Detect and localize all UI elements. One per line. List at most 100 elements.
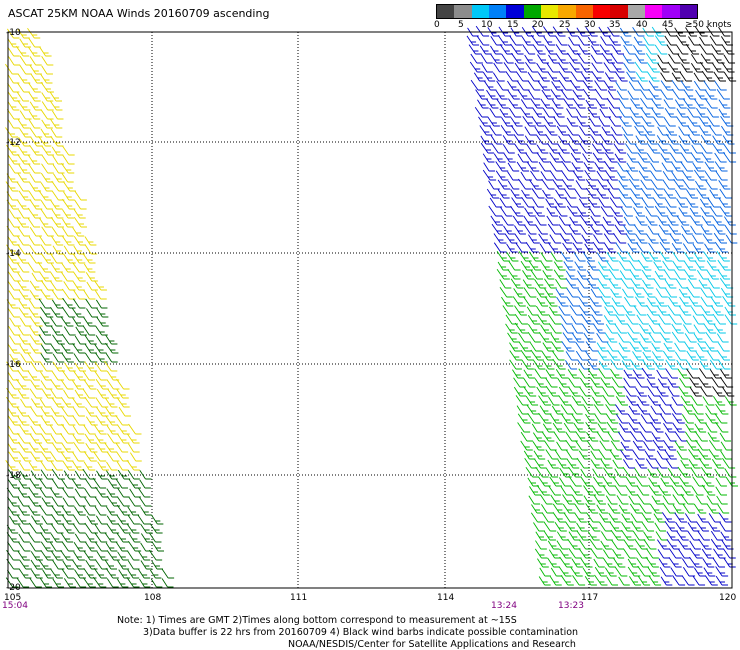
wind-barb — [642, 287, 656, 298]
wind-barb — [632, 351, 645, 361]
wind-barb — [496, 98, 509, 109]
wind-barb — [8, 469, 21, 480]
wind-barb — [30, 361, 43, 372]
wind-barb — [705, 331, 719, 343]
wind-barb — [715, 477, 727, 487]
wind-barb — [522, 270, 535, 280]
wind-barb — [615, 314, 628, 325]
wind-barb — [476, 35, 490, 46]
wind-barb — [618, 504, 631, 514]
wind-barb — [18, 136, 31, 147]
wind-barb — [652, 188, 666, 199]
wind-barb — [27, 207, 42, 219]
wind-barb — [722, 386, 735, 397]
wind-barb — [660, 477, 672, 487]
wind-barb — [541, 504, 554, 514]
wind-barb — [84, 487, 97, 498]
wind-barb — [602, 216, 615, 226]
wind-barb — [40, 451, 54, 462]
wind-barb — [73, 441, 87, 453]
wind-barb — [73, 542, 86, 552]
wind-barb — [682, 503, 696, 514]
wind-barb — [534, 287, 548, 298]
wind-barb — [75, 326, 87, 336]
wind-barb — [512, 296, 526, 307]
wind-barb — [38, 558, 52, 570]
wind-barb — [50, 434, 63, 444]
wind-barb — [632, 369, 645, 379]
wind-barb — [658, 558, 671, 568]
wind-barb — [715, 403, 729, 415]
wind-barb — [716, 88, 730, 100]
wind-barb — [17, 145, 31, 156]
wind-barb — [6, 299, 19, 309]
wind-barb — [590, 288, 603, 298]
wind-barb — [562, 503, 576, 514]
wind-barb — [61, 352, 74, 363]
wind-barb — [550, 494, 563, 505]
wind-barb — [82, 253, 96, 264]
wind-barb — [600, 206, 614, 217]
wind-barb — [712, 313, 726, 325]
wind-barb — [623, 224, 636, 235]
wind-barb — [28, 191, 41, 201]
wind-barb — [693, 80, 707, 91]
wind-barb — [658, 314, 671, 325]
wind-barb — [646, 313, 661, 325]
wind-barb — [590, 215, 603, 226]
wind-barb — [518, 332, 531, 343]
wind-barb — [29, 334, 43, 345]
wind-barb — [711, 53, 725, 64]
wind-barb — [52, 164, 65, 174]
wind-barb — [712, 386, 726, 397]
wind-barb — [619, 270, 632, 280]
wind-barb — [629, 359, 643, 370]
wind-barb — [681, 170, 695, 181]
wind-barb — [559, 467, 572, 478]
wind-barb — [676, 45, 689, 55]
wind-barb — [51, 469, 65, 480]
wind-barb — [523, 215, 536, 226]
wind-barb — [49, 92, 63, 102]
wind-barb — [569, 485, 583, 496]
wind-barb — [575, 431, 589, 442]
wind-barb — [503, 225, 515, 235]
wind-barb — [613, 143, 627, 154]
wind-barb — [700, 296, 713, 307]
wind-barb — [596, 431, 610, 442]
wind-barb — [661, 512, 675, 523]
wind-barb — [577, 270, 589, 280]
wind-barb — [654, 205, 669, 217]
wind-barb — [8, 290, 21, 300]
wind-barb — [84, 361, 98, 372]
wind-barb — [39, 236, 52, 246]
wind-barb — [60, 532, 74, 543]
wind-barb — [636, 485, 650, 496]
wind-barb — [714, 468, 726, 478]
wind-barb — [656, 369, 668, 379]
wind-barb — [715, 171, 728, 181]
wind-barb — [535, 305, 549, 316]
wind-barb — [659, 332, 673, 343]
wind-barb — [544, 288, 557, 298]
wind-barb — [39, 218, 52, 228]
wind-barb — [688, 459, 701, 469]
wind-barb — [700, 53, 714, 64]
wind-barb — [7, 307, 20, 318]
wind-barb — [39, 398, 52, 408]
wind-barb — [582, 153, 595, 163]
wind-barb — [688, 449, 702, 460]
wind-barb — [19, 128, 32, 138]
wind-barb — [62, 415, 76, 426]
wind-barb — [40, 289, 54, 300]
wind-barb — [685, 423, 697, 433]
wind-barb — [94, 523, 107, 534]
wind-barb — [560, 89, 574, 100]
wind-barb — [654, 44, 668, 55]
wind-barb — [30, 551, 43, 561]
wind-barb — [638, 421, 652, 433]
wind-barb — [589, 538, 603, 550]
wind-barb — [510, 43, 524, 55]
wind-barb — [61, 333, 76, 345]
wind-barb — [38, 424, 52, 435]
